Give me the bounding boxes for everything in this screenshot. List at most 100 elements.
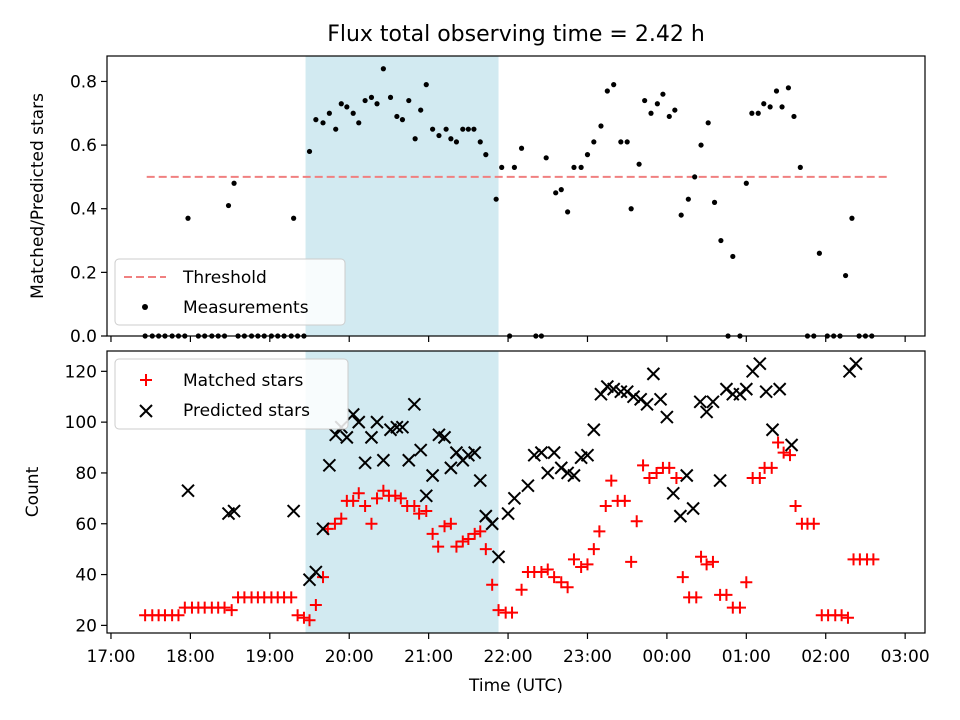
matched-stars-point <box>468 527 481 540</box>
y-tick-label: 100 <box>65 413 97 433</box>
measurement-point <box>743 180 749 186</box>
matched-stars-point <box>575 560 588 573</box>
predicted-stars-point <box>673 509 688 523</box>
x-tick-label: 17:00 <box>86 647 135 667</box>
measurement-point <box>543 155 549 161</box>
predicted-stars-point <box>739 382 754 396</box>
measurement-point <box>648 110 654 116</box>
predicted-stars-point <box>329 428 343 442</box>
matched-stars-point <box>462 533 475 545</box>
ratio-y-axis-label: Matched/Predicted stars <box>28 93 48 299</box>
matched-stars-point <box>492 604 505 617</box>
matched-stars-point <box>650 466 663 479</box>
measurement-point <box>578 164 584 170</box>
matched-stars-point <box>561 581 574 594</box>
y-tick-label: 40 <box>75 566 97 586</box>
predicted-stars-point <box>521 478 535 493</box>
matched-stars-point <box>359 499 372 512</box>
count-marks <box>139 356 880 627</box>
measurement-point <box>591 139 597 145</box>
measurements-legend-label: Measurements <box>183 298 309 318</box>
predicted-stars-point <box>614 384 628 399</box>
matched-stars-point <box>555 576 568 589</box>
predicted-stars-point <box>346 407 360 422</box>
predicted-stars-point <box>376 453 391 467</box>
measurement-point <box>761 101 767 107</box>
measurement-point <box>797 164 803 170</box>
predicted-stars-point <box>666 486 680 500</box>
matched-stars-point <box>618 494 631 507</box>
matched-stars-point <box>535 566 548 579</box>
measurement-point <box>598 123 604 129</box>
threshold-legend-label: Threshold <box>182 268 267 288</box>
measurement-point <box>394 113 400 120</box>
predicted-stars-point <box>425 468 440 483</box>
matched-stars-point <box>541 563 554 576</box>
matched-stars-point <box>172 609 185 622</box>
x-tick-label: 03:00 <box>881 647 930 667</box>
predicted-stars-point <box>772 382 787 396</box>
predicted-stars-point <box>587 423 601 437</box>
predicted-stars-point <box>309 565 323 579</box>
predicted-stars-point <box>547 445 561 460</box>
predicted-stars-point <box>646 367 661 381</box>
measurement-point <box>338 101 344 107</box>
y-tick-label: 20 <box>75 616 97 636</box>
y-tick-label: 0.8 <box>70 72 97 92</box>
measurements-legend-swatch <box>142 304 148 310</box>
measurement-point <box>672 107 678 113</box>
matched-stars-point <box>593 525 606 538</box>
x-tick-label: 22:00 <box>484 647 533 667</box>
matched-stars-point <box>676 571 689 584</box>
matched-stars-point <box>479 543 492 556</box>
y-tick-label: 60 <box>75 515 97 535</box>
measurement-point <box>399 117 406 123</box>
measurement-point <box>636 161 642 167</box>
matched-stars-point <box>625 555 638 568</box>
x-tick-label: 00:00 <box>642 647 691 667</box>
predicted-stars-point <box>340 430 354 445</box>
predicted-stars-point <box>501 506 515 521</box>
matched-stars-point <box>285 591 298 604</box>
measurement-point <box>374 101 380 107</box>
matched-stars-point <box>432 540 445 553</box>
predicted-stars-point <box>413 443 428 457</box>
predicted-stars-point <box>370 415 384 429</box>
predicted-stars-point <box>491 550 506 564</box>
count-plot-frame <box>106 350 926 634</box>
matched-stars-point <box>486 578 499 591</box>
measurement-point <box>471 126 477 132</box>
predicted-stars-point <box>322 458 337 473</box>
matched-stars-point <box>394 492 407 505</box>
matched-stars-point <box>347 494 360 507</box>
ratio-legend-box <box>114 258 346 326</box>
measurement-point <box>362 97 368 104</box>
predicted-stars-point <box>706 395 720 409</box>
measurement-point <box>842 272 849 279</box>
predicted-legend-swatch <box>139 404 153 418</box>
measurement-point <box>618 139 624 145</box>
measurement-point <box>624 139 630 145</box>
measurement-point <box>313 117 319 123</box>
measurement-point <box>453 139 460 145</box>
matched-stars-point <box>663 461 676 474</box>
predicted-stars-point <box>606 382 621 396</box>
ratio-y-ticks: 0.0 0.2 0.4 0.6 0.8 <box>70 72 107 347</box>
predicted-stars-point <box>541 466 555 480</box>
predicted-stars-point <box>507 491 522 506</box>
measurement-point <box>225 202 232 209</box>
predicted-stars-point <box>713 473 727 488</box>
matched-stars-point <box>630 515 643 528</box>
matched-stars-point <box>581 558 594 571</box>
matched-stars-point <box>438 520 451 533</box>
x-tick-label: 02:00 <box>801 647 850 667</box>
measurement-point <box>698 142 704 148</box>
y-tick-label: 0.2 <box>70 263 97 283</box>
ratio-legend: Threshold Measurements <box>114 258 346 326</box>
matched-stars-point <box>670 472 683 485</box>
matched-stars-point <box>777 446 790 459</box>
measurement-point <box>306 148 313 155</box>
measurement-point <box>779 104 785 110</box>
measurement-point <box>344 104 350 110</box>
